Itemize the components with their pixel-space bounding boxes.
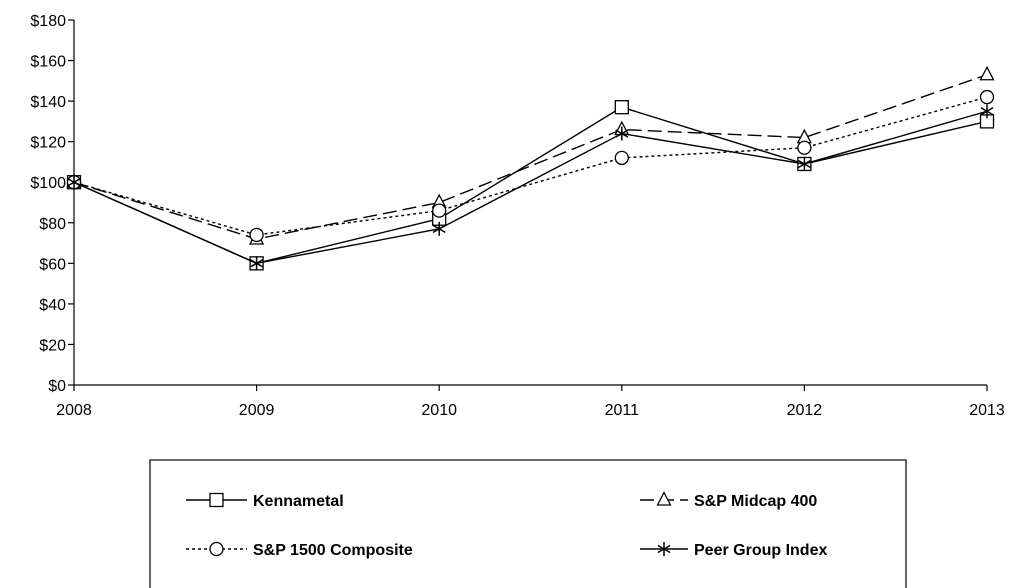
x-tick-label: 2008 bbox=[56, 402, 92, 419]
data-point-peer-group-index-stroke-2 bbox=[615, 129, 629, 138]
data-point-peer-group-index-stroke-2 bbox=[797, 159, 811, 169]
legend-marker-s-p-1500-composite bbox=[209, 541, 224, 557]
x-tick-label: 2009 bbox=[239, 402, 275, 419]
y-tick-label: $80 bbox=[39, 216, 66, 233]
x-tick-label: 2010 bbox=[421, 402, 457, 419]
data-point-peer-group-index bbox=[615, 126, 629, 141]
chart-series bbox=[66, 65, 995, 271]
data-point-peer-group-index-stroke-2 bbox=[980, 107, 994, 116]
data-point-s-p-1500-composite bbox=[249, 227, 264, 243]
legend-label-s-p-1500-composite: S&P 1500 Composite bbox=[253, 542, 413, 559]
y-tick-label: $180 bbox=[30, 13, 66, 30]
x-tick-label: 2013 bbox=[969, 402, 1005, 419]
data-point-s-p-1500-composite bbox=[432, 203, 447, 218]
data-point-s-p-1500-composite bbox=[979, 89, 995, 105]
data-point-peer-group-index bbox=[67, 175, 81, 190]
series-s-p-1500-composite bbox=[66, 89, 995, 243]
series-line-s-p-midcap-400 bbox=[73, 74, 988, 240]
y-tick-label: $0 bbox=[48, 378, 66, 395]
legend-box bbox=[149, 459, 907, 588]
x-tick-label: 2011 bbox=[605, 402, 640, 419]
y-tick-label: $20 bbox=[39, 337, 66, 354]
legend-item-kennametal: Kennametal bbox=[186, 492, 344, 510]
series-line-kennametal bbox=[73, 106, 988, 265]
legend-label-kennametal: Kennametal bbox=[253, 493, 344, 510]
data-point-s-p-midcap-400 bbox=[979, 65, 995, 81]
legend-label-s-p-midcap-400: S&P Midcap 400 bbox=[694, 493, 817, 510]
chart-axes bbox=[68, 19, 988, 391]
y-axis-tick-labels: $0 $20 $40 $60 $80 $100 $120 $140 $160 $180 bbox=[30, 13, 66, 395]
y-tick-label: $140 bbox=[30, 94, 66, 111]
series-kennametal bbox=[66, 100, 995, 271]
data-point-peer-group-index bbox=[797, 156, 811, 171]
legend-item-s-p-midcap-400: S&P Midcap 400 bbox=[640, 491, 817, 510]
legend-marker-kennametal bbox=[209, 492, 224, 508]
data-point-peer-group-index bbox=[432, 221, 446, 236]
data-point-peer-group-index-stroke-2 bbox=[67, 178, 81, 187]
x-tick-label: 2012 bbox=[787, 402, 823, 419]
data-point-s-p-1500-composite bbox=[614, 150, 629, 166]
legend-item-peer-group-index: Peer Group Index bbox=[640, 542, 827, 559]
legend-marker-s-p-midcap-400 bbox=[656, 491, 672, 506]
data-point-peer-group-index bbox=[980, 104, 994, 119]
legend-item-s-p-1500-composite: S&P 1500 Composite bbox=[186, 541, 413, 559]
y-tick-label: $40 bbox=[39, 297, 66, 314]
series-s-p-midcap-400 bbox=[66, 65, 995, 245]
y-tick-label: $120 bbox=[30, 135, 66, 152]
legend-marker-peer-group-index bbox=[657, 542, 671, 556]
data-point-peer-group-index-stroke-2 bbox=[250, 259, 264, 268]
series-peer-group-index bbox=[67, 104, 994, 271]
series-line-s-p-1500-composite bbox=[73, 96, 988, 236]
data-point-s-p-1500-composite bbox=[797, 140, 812, 155]
data-point-peer-group-index-stroke-2 bbox=[432, 224, 446, 234]
x-axis-tick-labels: 2008 2009 2010 2011 2012 2013 bbox=[56, 402, 1005, 419]
legend: Kennametal S&P Midcap 400 S&P 1500 Composi… bbox=[149, 459, 907, 588]
data-point-kennametal bbox=[614, 100, 629, 115]
legend-label-peer-group-index: Peer Group Index bbox=[694, 542, 827, 559]
y-tick-label: $60 bbox=[39, 256, 66, 273]
legend-marker-peer-group-index-stroke-2 bbox=[657, 544, 671, 554]
series-line-peer-group-index bbox=[73, 110, 988, 265]
data-point-peer-group-index bbox=[250, 256, 264, 271]
y-tick-label: $160 bbox=[30, 54, 66, 71]
y-tick-label: $100 bbox=[30, 175, 66, 192]
